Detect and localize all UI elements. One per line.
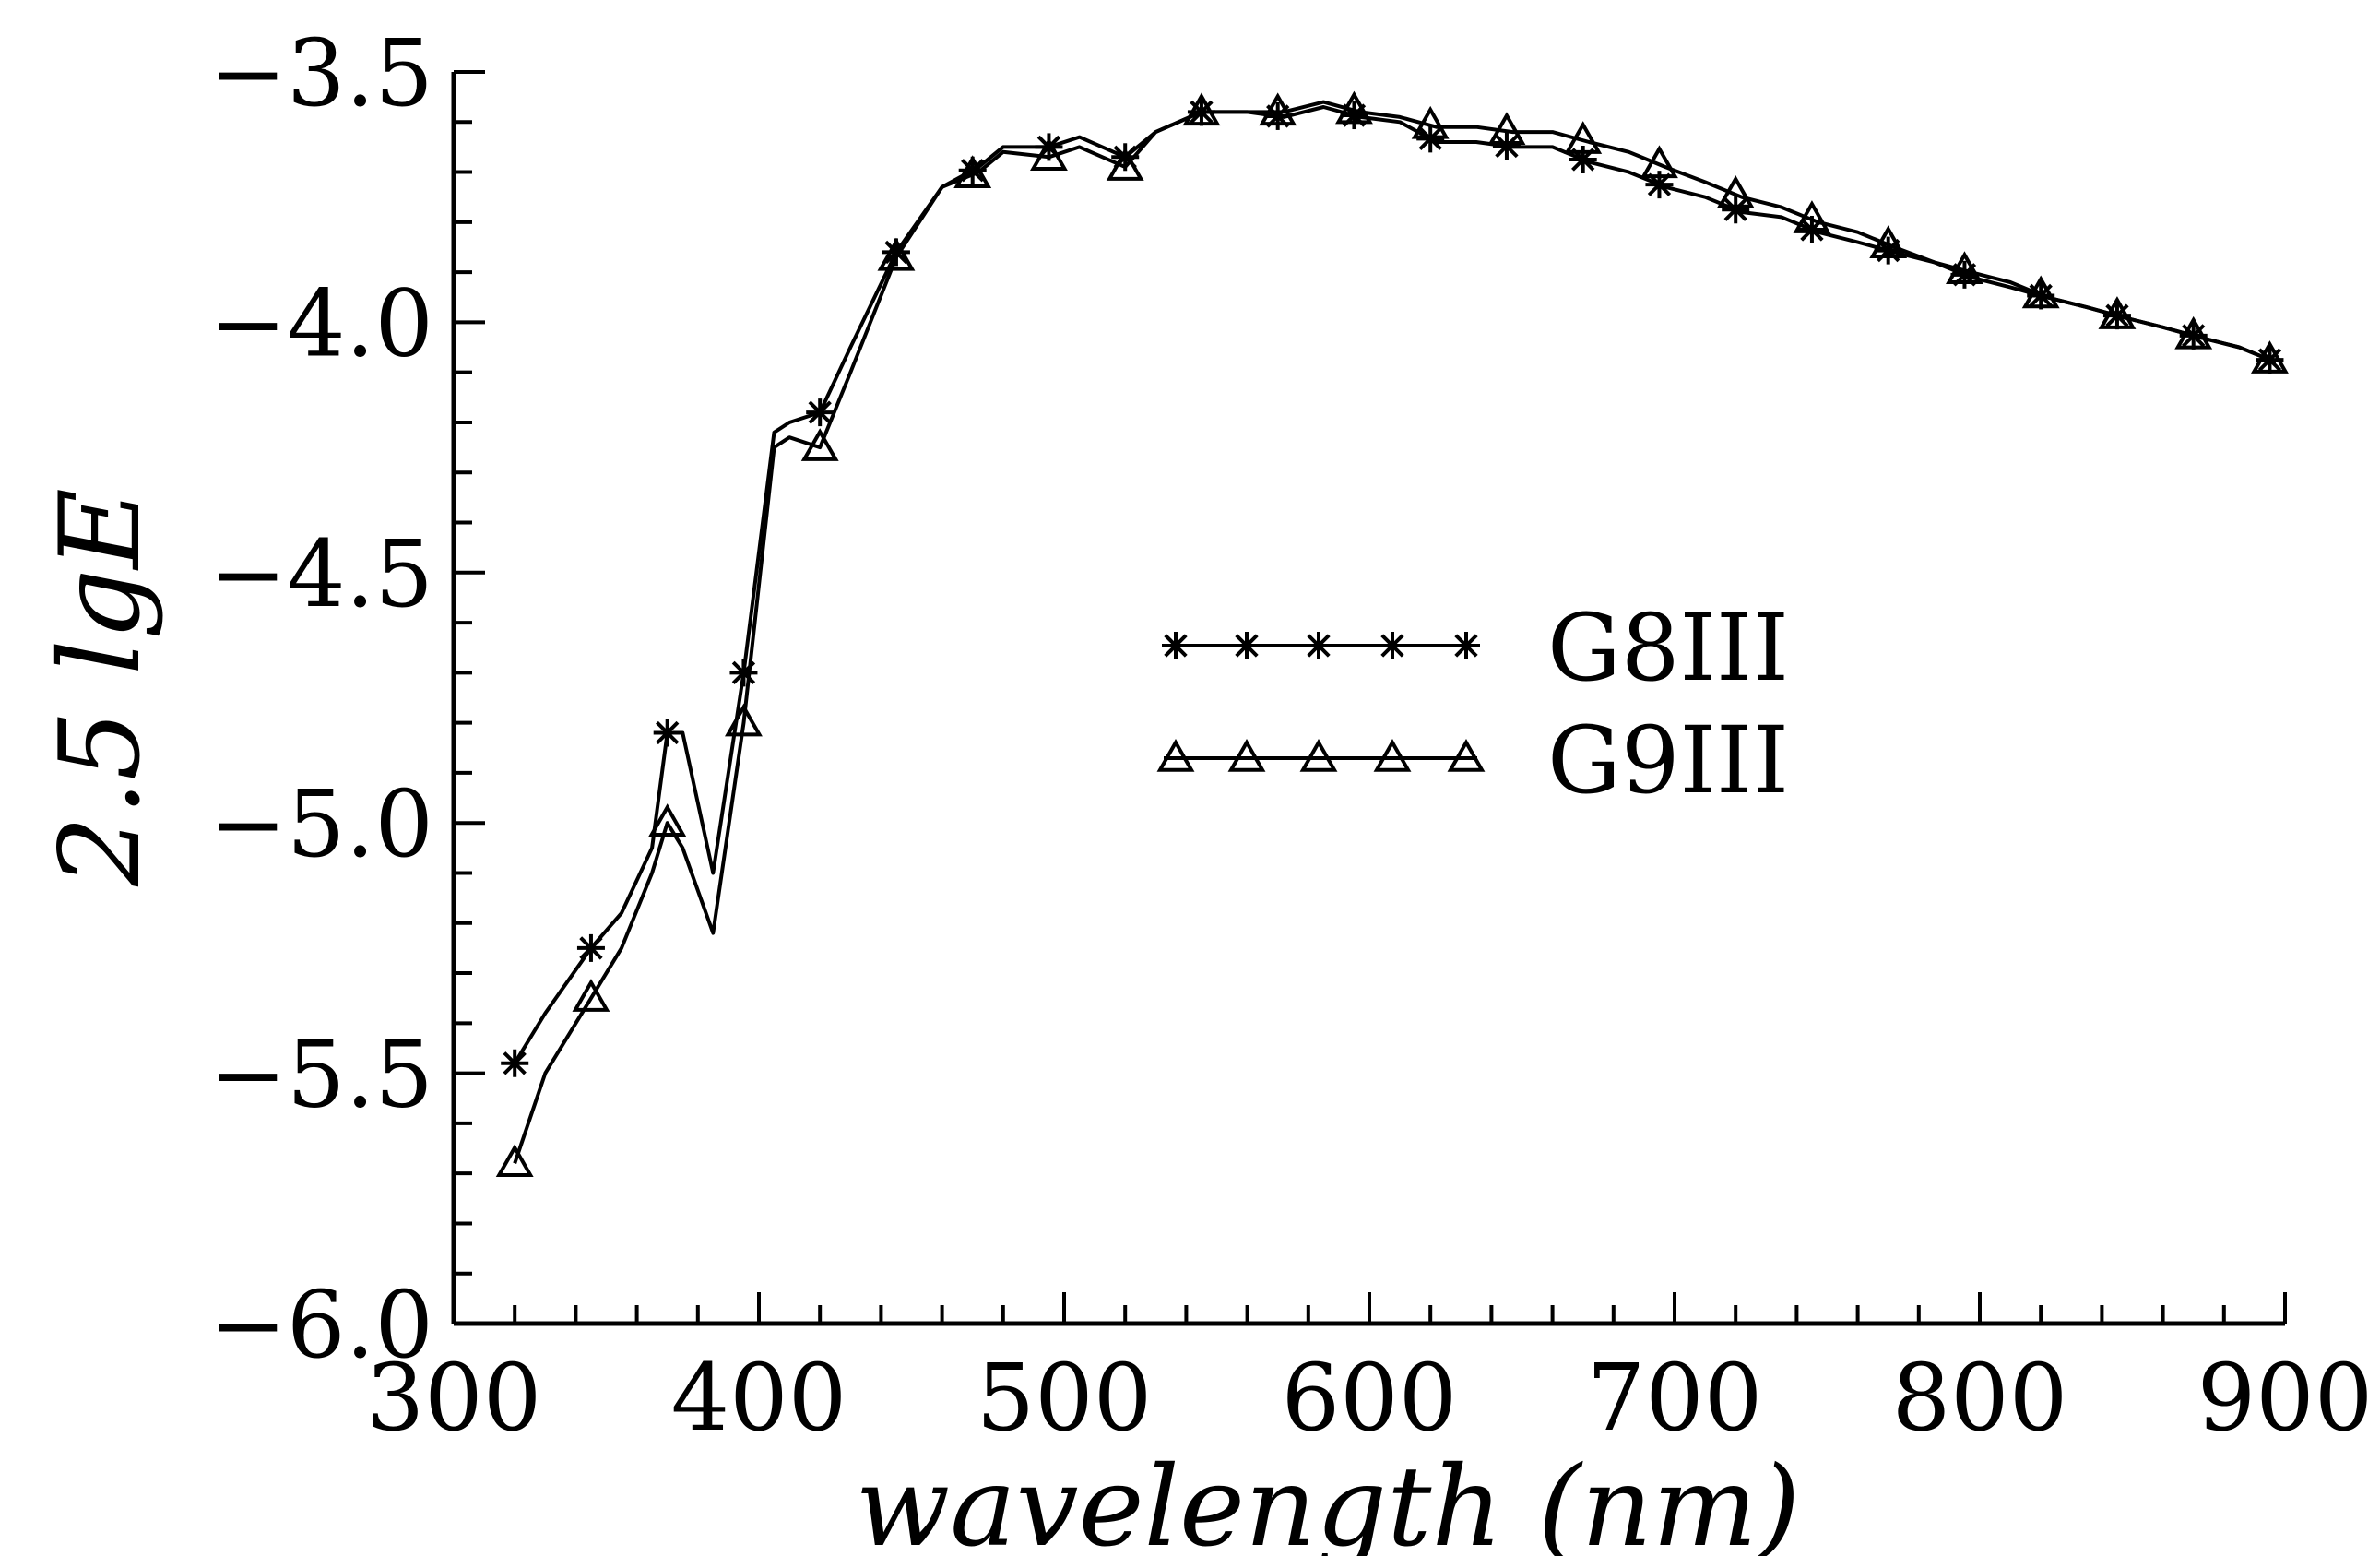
y-axis-title: 2.5 lgE [37,488,165,887]
x-tick-label: 600 [1282,1344,1458,1452]
triangle-marker [1030,137,1068,172]
series-line-g8iii [513,105,2277,1064]
legend-item-g8iii: G8III [1162,594,1789,702]
y-tick-label: −6.0 [209,1271,433,1379]
legend-label: G9III [1547,707,1789,814]
triangle-marker [2251,340,2289,374]
y-tick-label: −3.5 [209,19,433,127]
triangle-marker [1182,92,1221,126]
asterisk-marker [806,398,835,427]
ticks [452,70,2287,1325]
series-g8iii [501,98,2284,1077]
triangle-marker [1640,145,1678,179]
triangle-marker [1564,121,1603,154]
series-line-g9iii [513,100,2277,1164]
triangle-marker [877,237,916,271]
triangle-marker [2098,296,2137,329]
triangle-marker [2174,315,2213,350]
triangle-marker [1259,92,1297,126]
axes [451,72,2285,1326]
asterisk-marker [729,659,758,687]
asterisk-marker [1722,196,1750,224]
x-tick-label: 800 [1892,1344,2068,1452]
triangle-marker [1793,200,1831,233]
asterisk-marker [1492,132,1521,160]
y-tick-label: −5.5 [209,1021,433,1129]
y-tick-label: −4.5 [209,520,433,628]
triangle-marker [1106,148,1144,181]
y-tick-label: −4.0 [209,269,433,377]
asterisk-marker [1305,632,1332,659]
triangle-marker [1373,738,1412,772]
asterisk-marker [1162,632,1190,659]
triangle-marker [1299,738,1338,772]
triangle-marker [1487,112,1526,145]
asterisk-marker [1233,632,1261,659]
legend-label: G8III [1547,594,1789,702]
legend-item-g9iii: G9III [1156,707,1789,814]
asterisk-marker [653,719,681,747]
triangle-marker [648,803,687,837]
tick-labels: 300 400 500 600 700 800 900 −6.0 −5.5 −5.0 −4.5 −4.… [209,19,2373,1452]
asterisk-marker [501,1049,529,1077]
triangle-marker [1335,90,1373,125]
triangle-marker [495,1144,534,1178]
triangle-marker [1227,738,1266,772]
triangle-marker [1447,738,1486,772]
triangle-marker [800,428,839,461]
x-tick-label: 500 [977,1344,1153,1452]
x-tick-label: 900 [2197,1344,2374,1452]
triangle-marker [953,155,992,189]
x-tick-label: 300 [366,1344,542,1452]
triangle-marker [725,703,763,737]
asterisk-marker [1379,632,1406,659]
triangle-marker [1869,225,1908,259]
asterisk-marker [576,933,605,962]
triangle-marker [1946,251,1983,285]
asterisk-marker [1340,101,1368,130]
triangle-marker [572,979,610,1012]
x-axis-title: wavelength (nm) [856,1443,1801,1556]
x-tick-label: 400 [671,1344,847,1452]
asterisk-marker [1569,145,1597,173]
series-g9iii [495,90,2289,1178]
triangle-marker [2021,275,2060,309]
x-tick-label: 700 [1587,1344,1763,1452]
triangle-marker [1716,174,1755,208]
y-tick-label: −5.0 [209,770,433,878]
triangle-marker [1411,105,1450,139]
series-layer [495,90,2289,1178]
asterisk-marker [1452,632,1480,659]
triangle-marker [1156,738,1195,772]
